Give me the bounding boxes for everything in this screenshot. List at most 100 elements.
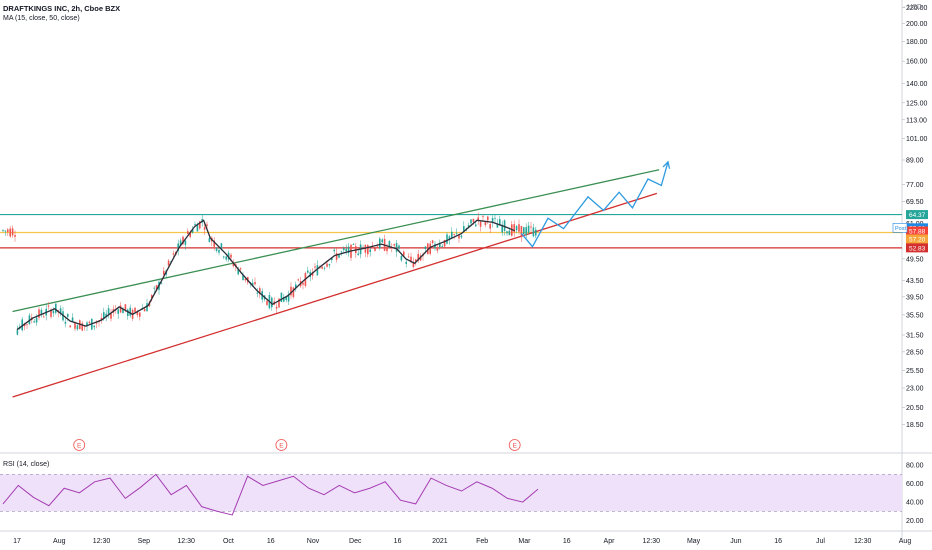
time-tick-label: 16 <box>774 538 782 545</box>
rsi-line <box>2 473 539 516</box>
price-tick-label: 77.00 <box>906 182 924 189</box>
candle-body <box>16 330 19 335</box>
candle-body <box>191 228 194 233</box>
candle-body <box>451 231 453 239</box>
candle-body <box>412 261 415 267</box>
candle-body <box>93 325 95 328</box>
candle-body <box>417 253 419 261</box>
candle-body <box>206 224 208 226</box>
candle-body <box>479 221 482 227</box>
candle-body <box>254 282 256 285</box>
price-tick-label: 18.50 <box>906 422 924 429</box>
candle-body <box>160 282 163 284</box>
candle-body <box>213 240 215 247</box>
candle-body <box>110 313 112 319</box>
candle-body <box>86 322 88 327</box>
time-tick-label: 16 <box>563 538 571 545</box>
candle-body <box>11 228 14 236</box>
rsi-tick-label: 60.00 <box>906 481 924 488</box>
candle-body <box>494 217 496 219</box>
candle-body <box>379 238 381 249</box>
candle-body <box>374 248 376 251</box>
candle-body <box>129 307 131 316</box>
candle-body <box>230 254 232 258</box>
candle-body <box>395 243 398 252</box>
candle-body <box>119 305 122 313</box>
candle-body <box>436 247 439 251</box>
candle-body <box>503 220 506 231</box>
time-tick-label: 2021 <box>432 538 448 545</box>
price-tick-label: 20.50 <box>906 405 924 412</box>
candle-body <box>410 256 412 262</box>
candle-body <box>388 241 391 248</box>
channel-lower-trendline <box>12 192 658 398</box>
rsi-tick-label: 20.00 <box>906 518 924 525</box>
candle-body <box>151 295 153 299</box>
candle-body <box>14 235 16 237</box>
currency-dot-icon: · <box>903 4 906 11</box>
earnings-marker-circle <box>275 439 288 451</box>
rsi-band <box>0 474 902 512</box>
price-tick-label: 28.50 <box>906 349 924 356</box>
candle-body <box>340 251 343 253</box>
candle-body <box>220 243 223 249</box>
candle-body <box>40 309 43 316</box>
candle-body <box>518 224 520 232</box>
candle-body <box>439 242 441 247</box>
candle-body <box>194 224 196 226</box>
candle-body <box>458 234 460 239</box>
price-tick-label: 200.00 <box>906 21 928 28</box>
candle-body <box>256 292 259 294</box>
candle-body <box>43 316 45 318</box>
level-tag-teal: 64.37 <box>906 210 928 220</box>
price-tick-label: 160.00 <box>906 59 928 66</box>
level-tag-red-bg <box>906 243 928 253</box>
candle-body <box>424 246 427 250</box>
candle-body <box>499 219 501 226</box>
price-tick-label: 113.00 <box>906 117 927 124</box>
candle-body <box>496 223 499 228</box>
candle-body <box>143 308 146 312</box>
candle-body <box>155 285 158 291</box>
candle-body <box>367 245 369 255</box>
candle-body <box>208 238 211 243</box>
candle-body <box>136 311 139 315</box>
candle-body <box>88 321 91 323</box>
candle-body <box>364 244 367 253</box>
candle-body <box>64 321 67 324</box>
candle-body <box>475 224 477 227</box>
candle-body <box>47 305 50 307</box>
candle-body <box>103 312 105 319</box>
candle-body <box>446 234 448 244</box>
candle-body <box>35 317 38 323</box>
candle-body <box>33 321 35 323</box>
price-tick-label: 220.00 <box>906 5 928 12</box>
candle-body <box>95 322 98 324</box>
price-tick-label: 43.50 <box>906 278 924 285</box>
time-tick-label: Dec <box>349 538 362 545</box>
time-tick-label: Oct <box>223 538 234 545</box>
candle-body <box>333 249 335 252</box>
candle-body <box>124 304 127 311</box>
time-tick-label: Mar <box>518 538 531 545</box>
candle-body <box>26 324 28 326</box>
candle-body <box>134 307 136 313</box>
candle-body <box>189 232 191 237</box>
candle-body <box>287 294 290 302</box>
price-tick-label: 180.00 <box>906 39 928 46</box>
ma-price-tag: 57.20 <box>906 234 928 244</box>
candle-body <box>172 253 175 255</box>
candle-body <box>59 308 62 314</box>
time-tick-label: Aug <box>899 538 912 545</box>
earnings-marker-label: E <box>77 443 82 450</box>
candle-body <box>415 259 417 262</box>
rsi-indicator-label: RSI (14, close) <box>3 461 50 468</box>
candle-body <box>21 319 23 331</box>
candle-body <box>386 246 388 252</box>
post-label-box <box>892 223 908 233</box>
ma-line <box>16 219 515 331</box>
symbol-title: DRAFTKINGS INC, 2h, Cboe BZX <box>3 4 121 13</box>
candle-body <box>323 267 326 269</box>
candle-body <box>215 247 218 251</box>
